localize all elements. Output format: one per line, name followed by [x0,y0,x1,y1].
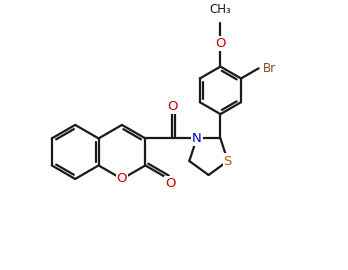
Text: O: O [165,177,176,190]
Text: S: S [224,154,232,168]
Text: O: O [167,100,177,113]
Text: O: O [215,37,226,50]
Text: Br: Br [262,62,276,75]
Text: CH₃: CH₃ [209,3,231,16]
Text: N: N [192,132,201,145]
Text: O: O [117,173,127,185]
